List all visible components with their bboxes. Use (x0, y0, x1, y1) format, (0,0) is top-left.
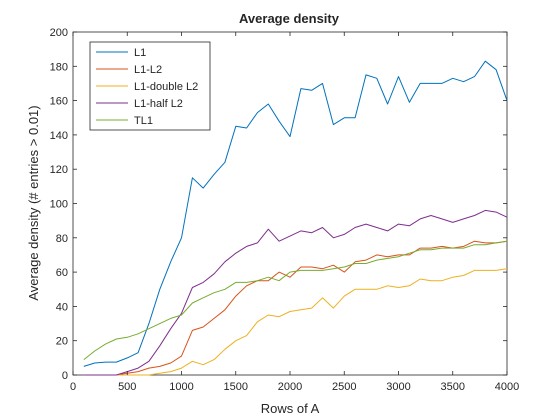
y-tick-label: 60 (56, 267, 68, 279)
x-tick-label: 3000 (386, 381, 410, 393)
x-axis-label: Rows of A (261, 401, 320, 416)
y-tick-label: 80 (56, 233, 68, 245)
y-axis-label: Average density (# entries > 0.01) (26, 105, 41, 300)
y-tick-label: 100 (50, 199, 68, 211)
axis-ticks: 0 500 1000 1500 2000 2500 3000 3500 4000 0 20 40 60 8… (50, 27, 520, 393)
x-tick-label: 1500 (224, 381, 248, 393)
y-tick-label: 0 (62, 370, 68, 382)
x-tick-label: 0 (70, 381, 76, 393)
y-tick-label: 40 (56, 301, 68, 313)
series-line-tl1 (83, 240, 508, 360)
x-tick-label: 2500 (332, 381, 356, 393)
y-tick-label: 140 (50, 130, 68, 142)
x-tick-label: 500 (118, 381, 136, 393)
x-tick-label: 1000 (169, 381, 193, 393)
legend-label: L1-half L2 (134, 98, 183, 110)
x-tick-label: 3500 (441, 381, 465, 393)
y-tick-label: 20 (56, 336, 68, 348)
series-line-l1-double-l2 (83, 268, 508, 376)
legend: L1 L1-L2 L1-double L2 L1-half L2 TL1 (89, 41, 211, 131)
x-tick-label: 2000 (278, 381, 302, 393)
legend-label: L1-double L2 (134, 81, 198, 93)
y-tick-label: 160 (50, 96, 68, 108)
chart-title: Average density (239, 11, 340, 26)
legend-label: L1-L2 (134, 64, 162, 76)
series-layer (83, 60, 508, 376)
x-tick-label: 4000 (495, 381, 519, 393)
series-line-l1 (83, 60, 508, 367)
legend-label: TL1 (134, 115, 153, 127)
y-tick-label: 120 (50, 164, 68, 176)
legend-label: L1 (134, 47, 146, 59)
series-line-l1-l2 (83, 240, 508, 376)
y-tick-label: 200 (50, 27, 68, 39)
y-tick-label: 180 (50, 61, 68, 73)
series-line-l1-half-l2 (83, 209, 508, 376)
